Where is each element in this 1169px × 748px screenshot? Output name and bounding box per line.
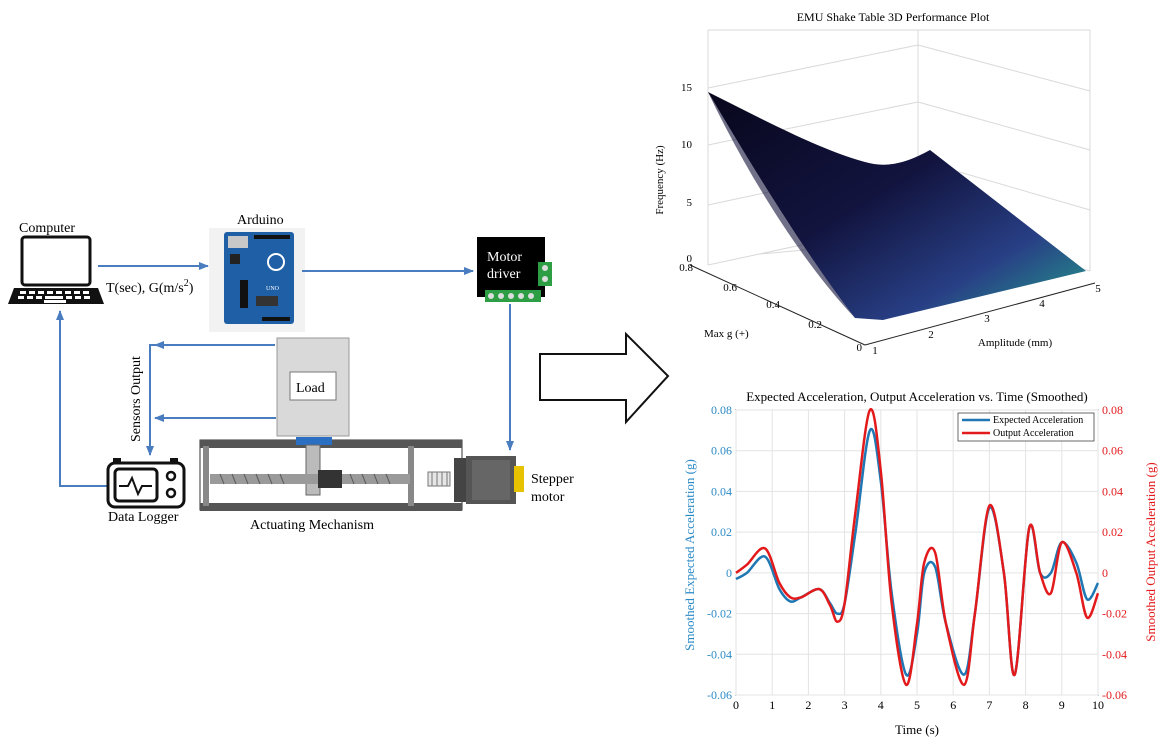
motor-driver-icon [477, 237, 552, 302]
y-tick-label-left: 0.04 [711, 484, 732, 498]
acceleration-line-chart: Expected Acceleration, Output Accelerati… [682, 389, 1158, 737]
legend-entry-output: Output Acceleration [993, 428, 1074, 439]
y-tick-label-left: 0.02 [711, 525, 732, 539]
y-tick-label-right: 0.06 [1102, 444, 1123, 458]
motor-driver-label-line2: driver [487, 267, 521, 282]
stepper-motor-label-line2: motor [531, 490, 565, 505]
sensors-output-label: Sensors Output [129, 356, 144, 442]
y-tick-label-left: -0.02 [707, 607, 732, 621]
line-chart-ylabel-left: Smoothed Expected Acceleration (g) [682, 459, 697, 651]
x-tick-label: 1 [769, 698, 775, 712]
x-tick: 3 [984, 313, 990, 325]
x-tick: 2 [928, 329, 934, 341]
y-tick: 0.8 [679, 262, 693, 274]
arduino-label: Arduino [237, 213, 284, 228]
surface-zlabel: Frequency (Hz) [654, 145, 666, 215]
line-chart-title: Expected Acceleration, Output Accelerati… [746, 389, 1088, 404]
z-tick: 10 [681, 139, 693, 151]
y-tick-label-left: 0.08 [711, 403, 732, 417]
x-tick-label: 8 [1023, 698, 1029, 712]
legend-entry-expected: Expected Acceleration [993, 415, 1083, 426]
arduino-board-icon: UNO [209, 228, 305, 332]
arrow-sensors-upper [146, 344, 275, 456]
z-tick: 5 [687, 197, 693, 209]
x-tick-label: 2 [805, 698, 811, 712]
line-chart-xlabel: Time (s) [895, 722, 939, 737]
computer-label: Computer [19, 221, 75, 236]
arrow-logger-to-computer [56, 310, 110, 487]
y-tick-label-right: -0.06 [1102, 688, 1127, 702]
svg-text:UNO: UNO [266, 286, 280, 292]
x-tick: 1 [872, 345, 878, 357]
y-tick: 0.6 [723, 282, 737, 294]
system-block-diagram: Computer Arduino UNO [8, 213, 574, 533]
data-logger-icon [106, 458, 186, 509]
load-label: Load [296, 381, 325, 396]
transition-arrow [539, 331, 670, 425]
y-tick-label-left: -0.04 [707, 647, 732, 661]
x-tick-label: 3 [842, 698, 848, 712]
y-tick-label-right: 0.08 [1102, 403, 1123, 417]
y-tick: 0.4 [766, 299, 780, 311]
z-tick: 15 [681, 82, 693, 94]
actuating-mechanism-icon [199, 437, 463, 511]
x-tick-label: 10 [1092, 698, 1104, 712]
y-tick-label-right: 0 [1102, 566, 1108, 580]
surface-plot: EMU Shake Table 3D Performance Plot [654, 10, 1101, 357]
laptop-icon [8, 235, 104, 304]
line-chart-ylabel-right: Smoothed Output Acceleration (g) [1143, 462, 1158, 641]
y-tick-label-left: 0 [726, 566, 732, 580]
y-tick-label-right: 0.02 [1102, 525, 1123, 539]
line-chart-series [735, 407, 1100, 687]
surface-mesh [708, 92, 1086, 320]
y-tick: 0.2 [808, 319, 822, 331]
surface-ylabel: Max g (+) [704, 328, 749, 340]
legend: Expected Acceleration Output Acceleratio… [957, 412, 1095, 442]
y-tick-label-right: -0.02 [1102, 607, 1127, 621]
x-tick: 4 [1039, 298, 1045, 310]
x-tick-label: 6 [950, 698, 956, 712]
y-tick-label-left: -0.06 [707, 688, 732, 702]
line-chart-grid [735, 409, 1099, 696]
motor-driver-label-line1: Motor [487, 250, 522, 265]
x-tick-label: 5 [914, 698, 920, 712]
x-tick-label: 9 [1059, 698, 1065, 712]
x-tick-label: 4 [878, 698, 884, 712]
load-block [276, 337, 350, 437]
z-tick: 0 [687, 253, 693, 265]
stepper-motor-label-line1: Stepper [531, 472, 574, 487]
surface-title: EMU Shake Table 3D Performance Plot [797, 10, 990, 24]
line-chart-ticks: 0 1 2 3 4 5 6 7 8 9 10-0.06-0.04-0.0200.020.040.06… [707, 403, 1127, 712]
y-tick-label-right: -0.04 [1102, 647, 1127, 661]
signal-arrows [56, 262, 514, 487]
y-tick: 0 [857, 342, 863, 354]
signal-label: T(sec), G(m/s2) [106, 278, 194, 296]
data-logger-label: Data Logger [108, 510, 179, 525]
x-tick-label: 0 [733, 698, 739, 712]
x-tick: 5 [1095, 283, 1101, 295]
x-tick-label: 7 [986, 698, 992, 712]
stepper-motor-icon [454, 456, 524, 504]
y-tick-label-left: 0.06 [711, 444, 732, 458]
series-line-output [735, 407, 1100, 687]
actuating-mechanism-label: Actuating Mechanism [250, 518, 374, 533]
y-tick-label-right: 0.04 [1102, 484, 1123, 498]
surface-xlabel: Amplitude (mm) [978, 337, 1053, 349]
